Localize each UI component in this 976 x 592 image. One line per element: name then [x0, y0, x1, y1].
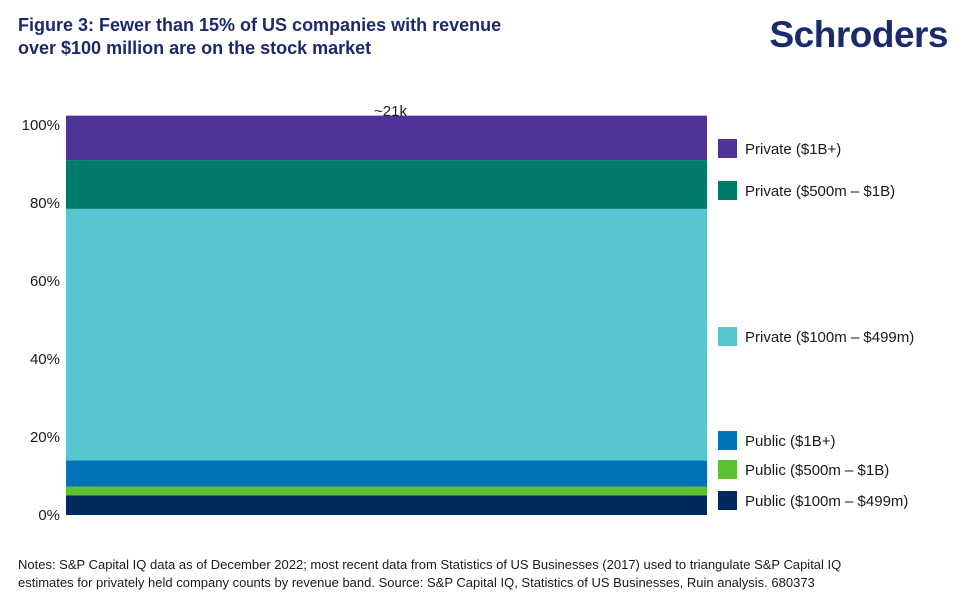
y-tick-label: 60% [30, 273, 60, 290]
category-label: ~21k [374, 103, 407, 120]
legend-label: Private ($100m – $499m) [745, 329, 914, 346]
schroders-logo: Schroders [769, 14, 948, 55]
chart-title: Figure 3: Fewer than 15% of US companies… [18, 14, 658, 60]
legend-item: Private ($1B+) [718, 139, 841, 158]
legend-label: Private ($1B+) [745, 141, 841, 158]
stacked-bar-chart: 0%20%40%60%80%100% ~21k Private ($1B+)Pr… [22, 103, 915, 524]
y-tick-label: 0% [38, 507, 60, 524]
legend-item: Public ($500m – $1B) [718, 460, 889, 479]
bar-segment [66, 115, 707, 161]
legend-swatch [718, 327, 737, 346]
legend-label: Public ($100m – $499m) [745, 493, 908, 510]
legend-swatch [718, 139, 737, 158]
bar-stack [66, 115, 707, 515]
legend-item: Private ($100m – $499m) [718, 327, 914, 346]
bar-segment [66, 486, 707, 496]
legend: Private ($1B+) Private ($500m – $1B) Priva… [718, 139, 914, 510]
legend-item: Public ($100m – $499m) [718, 491, 908, 510]
bar-segment [66, 160, 707, 209]
y-tick-label: 100% [22, 117, 60, 134]
legend-swatch [718, 431, 737, 450]
bar-segment [66, 208, 707, 461]
bar-segment [66, 460, 707, 487]
notes-line-1: Notes: S&P Capital IQ data as of Decembe… [18, 557, 842, 572]
legend-swatch [718, 181, 737, 200]
notes: Notes: S&P Capital IQ data as of Decembe… [18, 556, 958, 592]
legend-label: Private ($500m – $1B) [745, 183, 895, 200]
title-line-1: Figure 3: Fewer than 15% of US companies… [18, 15, 502, 35]
y-tick-label: 40% [30, 351, 60, 368]
legend-swatch [718, 491, 737, 510]
title-line-2: over $100 million are on the stock marke… [18, 38, 372, 58]
legend-item: Private ($500m – $1B) [718, 181, 895, 200]
y-tick-label: 20% [30, 429, 60, 446]
legend-swatch [718, 460, 737, 479]
category-labels: ~21k [374, 103, 407, 120]
legend-label: Public ($500m – $1B) [745, 462, 889, 479]
y-axis: 0% 20% 40% 60% 80% 100% [22, 117, 60, 524]
notes-line-2: estimates for privately held company cou… [18, 575, 815, 590]
bar-segment [66, 495, 707, 515]
legend-label: Public ($1B+) [745, 433, 835, 450]
legend-item: Public ($1B+) [718, 431, 835, 450]
y-tick-label: 80% [30, 195, 60, 212]
